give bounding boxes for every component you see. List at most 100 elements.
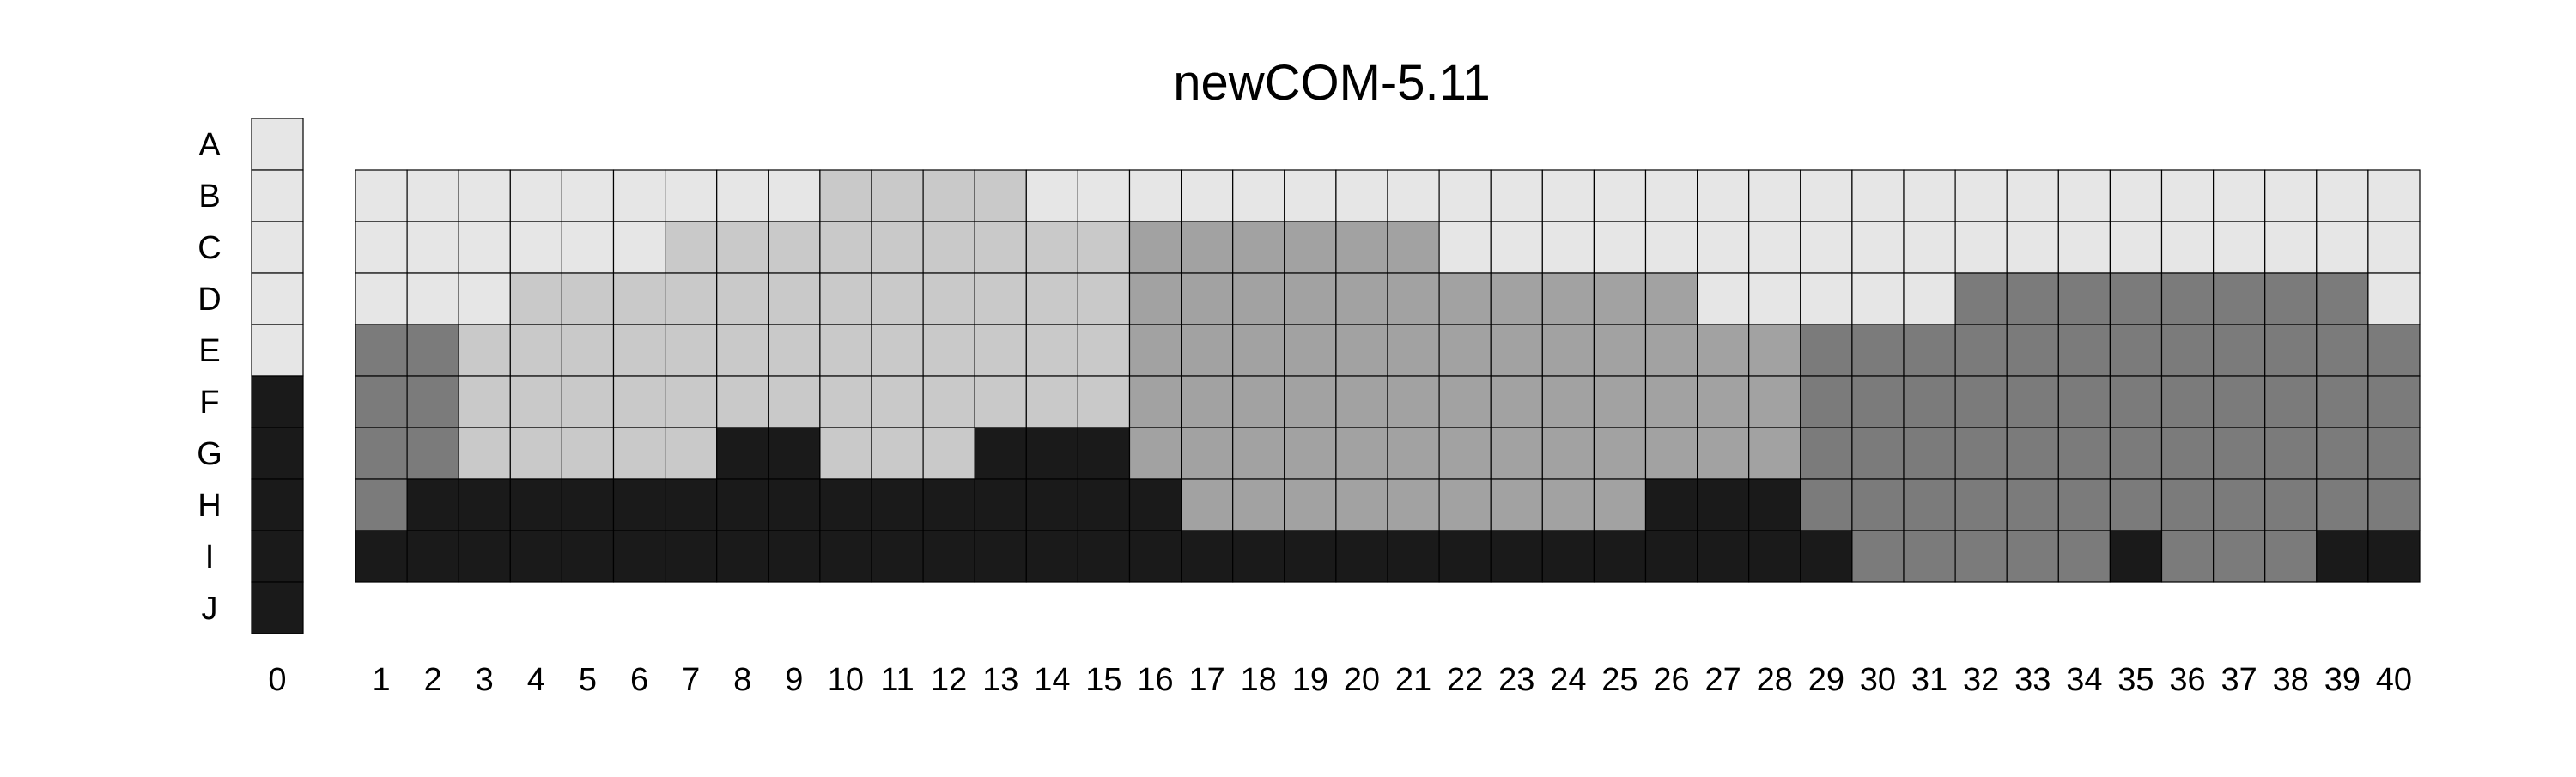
heatmap-cell-f-8 <box>716 375 769 428</box>
heatmap-cell-g-5 <box>561 427 615 480</box>
heatmap-cell-g-29 <box>1800 427 1853 480</box>
heatmap-cell-b-11 <box>871 169 924 222</box>
heatmap-cell-e-8 <box>716 324 769 377</box>
heatmap-cell-f-32 <box>1954 375 2008 428</box>
heatmap-cell-f-38 <box>2264 375 2318 428</box>
heatmap-cell-d-16 <box>1128 272 1182 325</box>
heatmap-cell-c-5 <box>561 221 615 274</box>
heatmap-cell-e-22 <box>1438 324 1492 377</box>
heatmap-cell-f-16 <box>1128 375 1182 428</box>
heatmap-cell-b-15 <box>1077 169 1131 222</box>
heatmap-cell-c-18 <box>1232 221 1285 274</box>
heatmap-cell-f-22 <box>1438 375 1492 428</box>
col-label-40: 40 <box>2376 662 2412 698</box>
legend-cell-d <box>251 272 304 325</box>
heatmap-cell-d-10 <box>819 272 872 325</box>
heatmap-cell-h-20 <box>1335 478 1388 531</box>
heatmap-cell-f-2 <box>406 375 459 428</box>
heatmap-cell-c-25 <box>1593 221 1647 274</box>
heatmap-cell-f-14 <box>1025 375 1079 428</box>
heatmap-cell-i-24 <box>1541 530 1595 583</box>
heatmap-cell-c-6 <box>612 221 666 274</box>
heatmap-cell-h-2 <box>406 478 459 531</box>
heatmap-cell-d-31 <box>1903 272 1956 325</box>
heatmap-cell-c-11 <box>871 221 924 274</box>
heatmap-cell-b-33 <box>2006 169 2059 222</box>
heatmap-cell-g-9 <box>768 427 821 480</box>
heatmap-cell-h-14 <box>1025 478 1079 531</box>
heatmap-cell-h-24 <box>1541 478 1595 531</box>
heatmap-cell-b-3 <box>458 169 511 222</box>
heatmap-cell-c-23 <box>1490 221 1543 274</box>
heatmap-cell-e-24 <box>1541 324 1595 377</box>
heatmap-cell-b-36 <box>2160 169 2215 222</box>
heatmap-cell-e-33 <box>2006 324 2059 377</box>
heatmap-cell-e-27 <box>1696 324 1750 377</box>
heatmap-cell-c-8 <box>716 221 769 274</box>
heatmap-cell-f-31 <box>1903 375 1956 428</box>
heatmap-cell-b-16 <box>1128 169 1182 222</box>
heatmap-cell-e-17 <box>1180 324 1234 377</box>
col-label-4: 4 <box>527 662 545 698</box>
heatmap-cell-b-13 <box>974 169 1027 222</box>
heatmap-cell-e-40 <box>2367 324 2421 377</box>
heatmap-cell-g-22 <box>1438 427 1492 480</box>
heatmap-cell-g-36 <box>2160 427 2215 480</box>
heatmap-cell-c-14 <box>1025 221 1079 274</box>
row-label-c: C <box>197 230 221 266</box>
heatmap-cell-d-12 <box>922 272 975 325</box>
heatmap-cell-f-28 <box>1748 375 1801 428</box>
heatmap-cell-b-12 <box>922 169 975 222</box>
heatmap-cell-f-20 <box>1335 375 1388 428</box>
row-label-a: A <box>198 127 221 163</box>
heatmap-cell-b-14 <box>1025 169 1079 222</box>
heatmap-cell-e-39 <box>2316 324 2369 377</box>
heatmap-cell-d-2 <box>406 272 459 325</box>
legend-cell-f <box>251 375 304 428</box>
heatmap-cell-g-40 <box>2367 427 2421 480</box>
heatmap-cell-i-27 <box>1696 530 1750 583</box>
chart-title: newCOM-5.11 <box>1173 55 1491 111</box>
heatmap-cell-g-33 <box>2006 427 2059 480</box>
heatmap-cell-c-12 <box>922 221 975 274</box>
heatmap-cell-d-11 <box>871 272 924 325</box>
heatmap-cell-g-3 <box>458 427 511 480</box>
heatmap-cell-c-21 <box>1387 221 1440 274</box>
heatmap-cell-e-5 <box>561 324 615 377</box>
heatmap-cell-h-12 <box>922 478 975 531</box>
heatmap-cell-b-23 <box>1490 169 1543 222</box>
heatmap-cell-d-14 <box>1025 272 1079 325</box>
heatmap-cell-i-33 <box>2006 530 2059 583</box>
heatmap-cell-b-26 <box>1644 169 1698 222</box>
heatmap-cell-e-14 <box>1025 324 1079 377</box>
heatmap-cell-h-39 <box>2316 478 2369 531</box>
heatmap-cell-h-5 <box>561 478 615 531</box>
heatmap-cell-h-29 <box>1800 478 1853 531</box>
legend-cell-g <box>251 427 304 480</box>
heatmap-cell-b-30 <box>1851 169 1905 222</box>
col-label-18: 18 <box>1241 662 1277 698</box>
heatmap-cell-h-19 <box>1284 478 1337 531</box>
heatmap-cell-e-36 <box>2160 324 2215 377</box>
row-label-g: G <box>197 436 222 472</box>
heatmap-cell-f-9 <box>768 375 821 428</box>
heatmap-cell-c-31 <box>1903 221 1956 274</box>
heatmap-cell-f-11 <box>871 375 924 428</box>
col-label-32: 32 <box>1963 662 1999 698</box>
heatmap-cell-i-15 <box>1077 530 1131 583</box>
col-label-6: 6 <box>630 662 648 698</box>
col-label-38: 38 <box>2273 662 2309 698</box>
col-label-0: 0 <box>268 662 286 698</box>
heatmap-cell-i-30 <box>1851 530 1905 583</box>
heatmap-cell-e-9 <box>768 324 821 377</box>
heatmap-cell-b-8 <box>716 169 769 222</box>
heatmap-cell-g-30 <box>1851 427 1905 480</box>
heatmap-cell-b-22 <box>1438 169 1492 222</box>
heatmap-cell-i-38 <box>2264 530 2318 583</box>
heatmap-cell-g-13 <box>974 427 1027 480</box>
heatmap-cell-f-29 <box>1800 375 1853 428</box>
heatmap-cell-c-36 <box>2160 221 2215 274</box>
heatmap-cell-e-6 <box>612 324 666 377</box>
